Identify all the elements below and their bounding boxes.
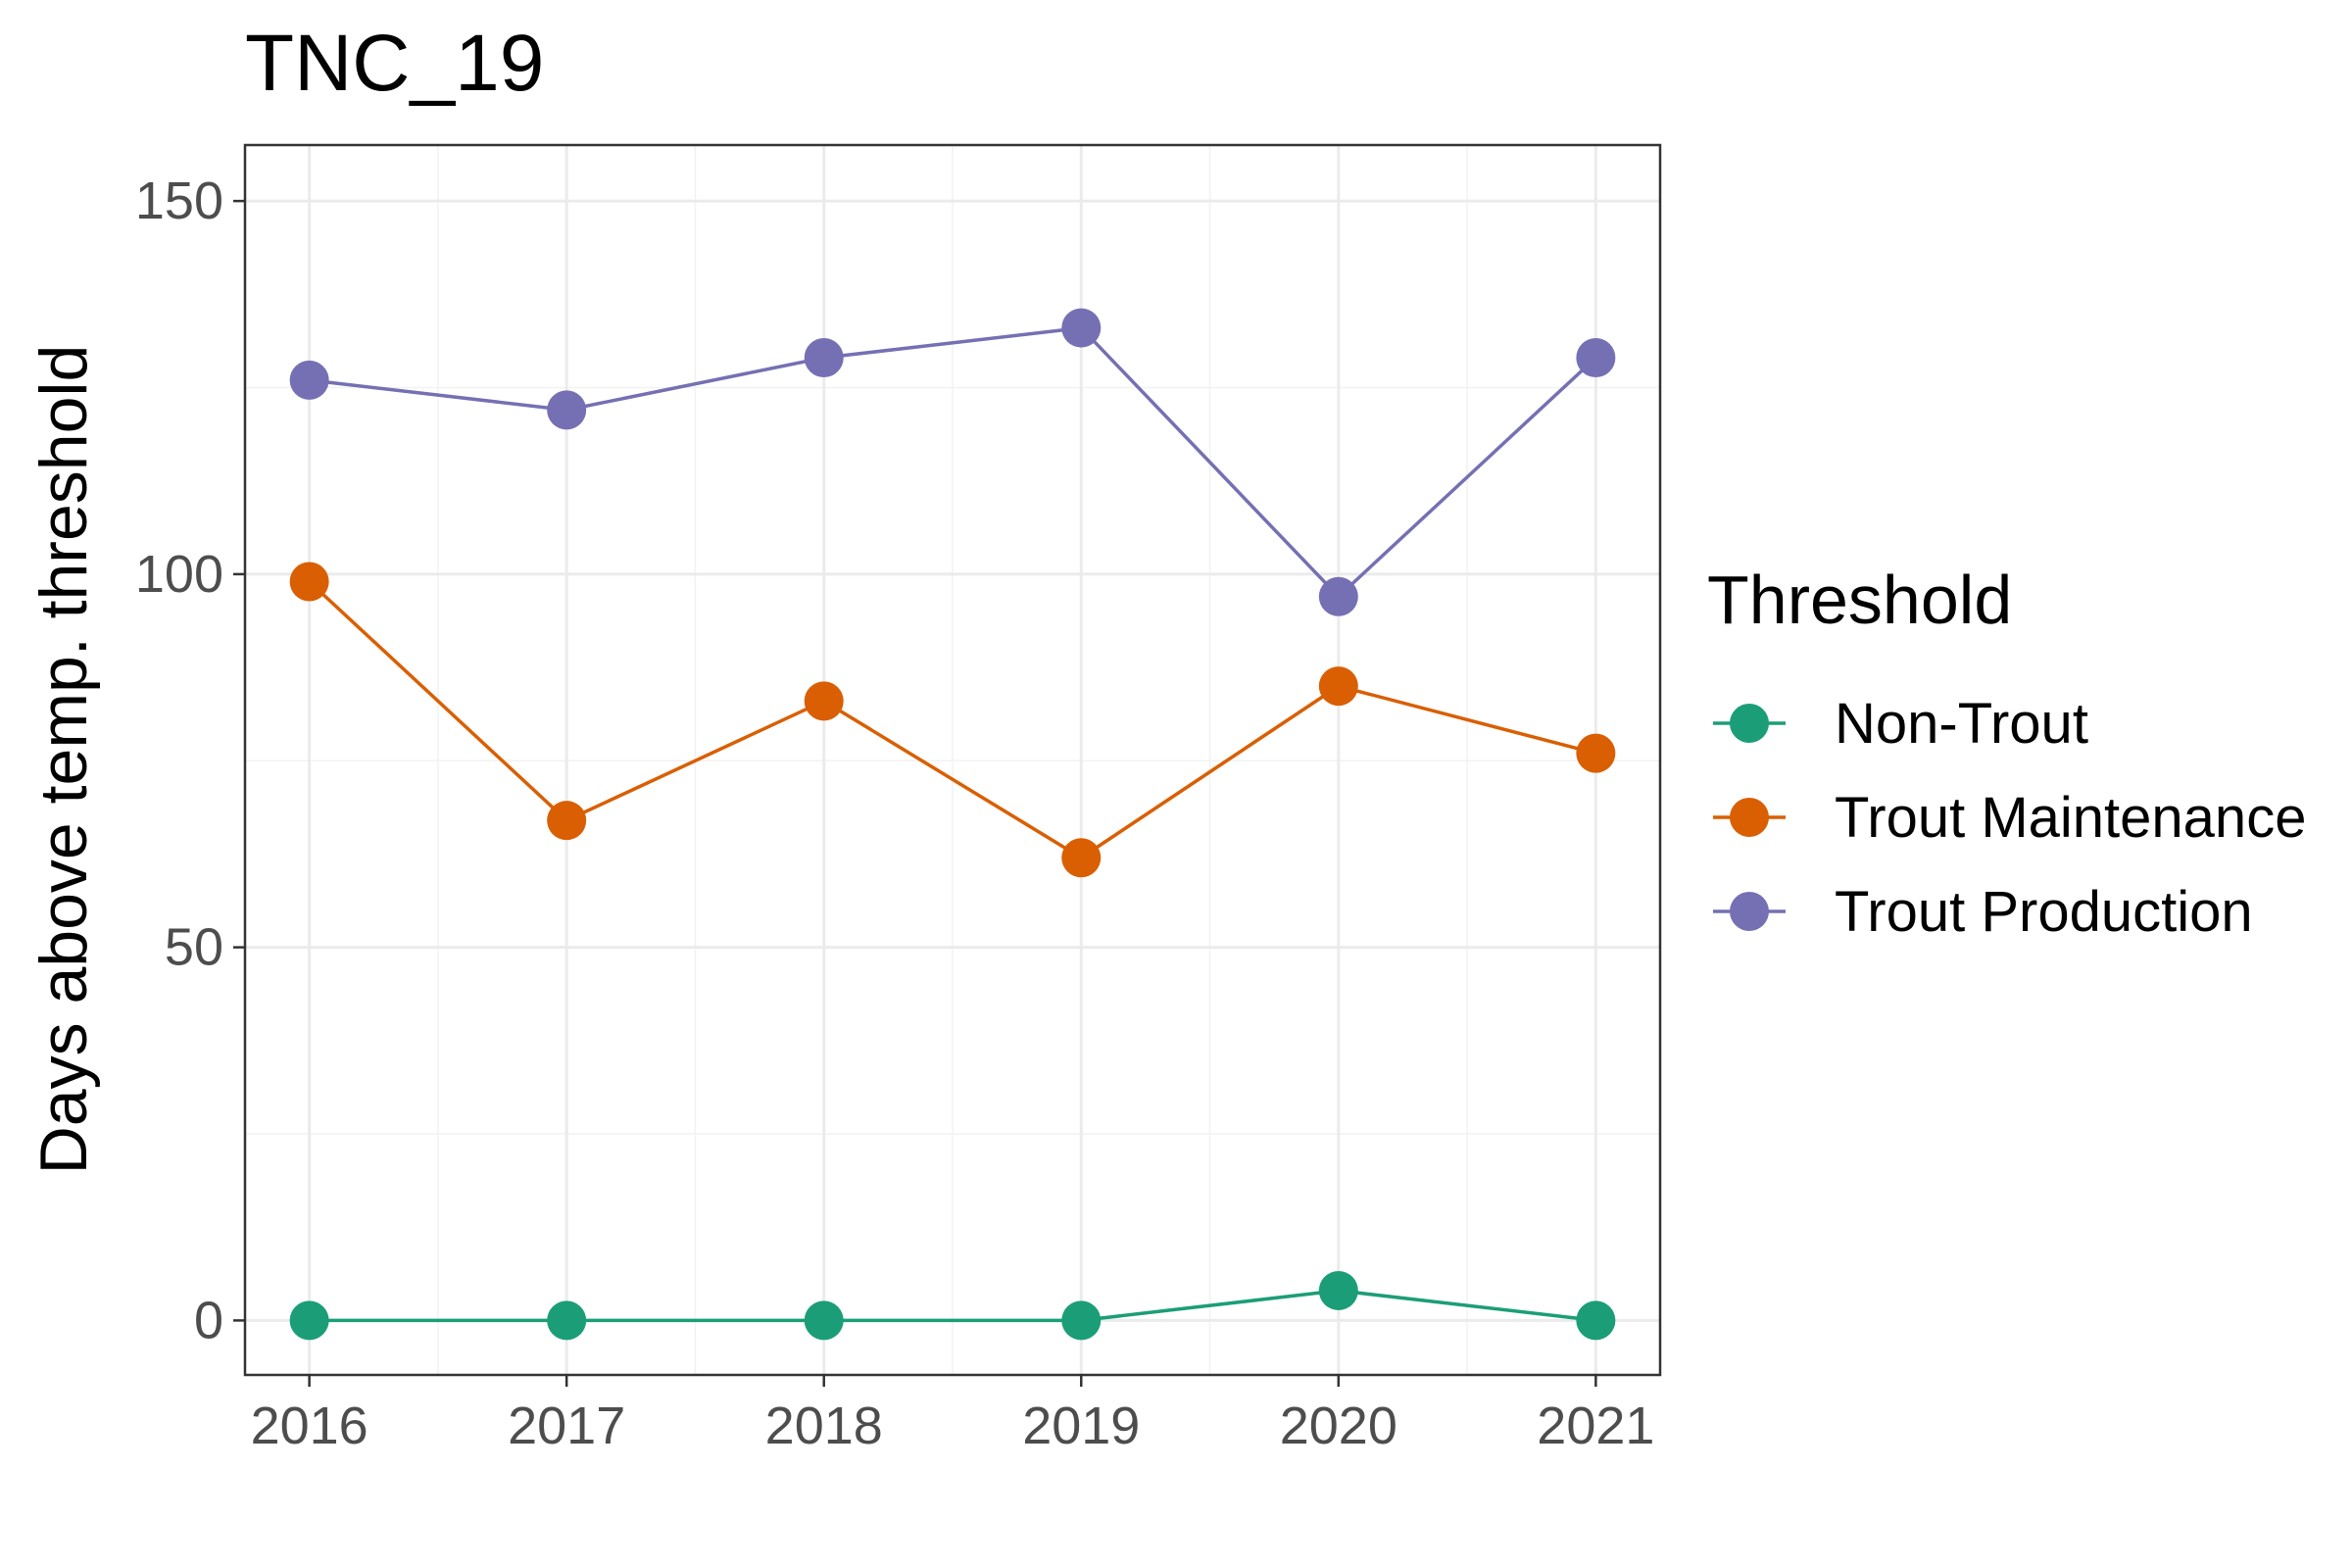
x-tick-label: 2017 xyxy=(508,1396,625,1455)
x-tick-label: 2021 xyxy=(1537,1396,1654,1455)
series-line-non-trout xyxy=(309,1289,1596,1323)
x-tick-label: 2016 xyxy=(251,1396,368,1455)
data-point-non-trout xyxy=(1061,1300,1102,1341)
data-point-trout-maintenance xyxy=(1576,733,1616,773)
series-layer xyxy=(289,308,1616,1341)
legend-label-trout-maintenance: Trout Maintenance xyxy=(1835,786,2306,850)
chart-title: TNC_19 xyxy=(245,19,544,108)
data-point-non-trout xyxy=(1318,1270,1358,1310)
y-tick-label: 50 xyxy=(165,918,223,977)
legend: Threshold Non-Trout Trout Maintenance Trou… xyxy=(1707,562,2306,944)
series-line-trout-production xyxy=(309,325,1597,600)
data-point-trout-maintenance xyxy=(289,562,329,602)
data-point-non-trout xyxy=(289,1300,329,1341)
legend-label-trout-production: Trout Production xyxy=(1835,880,2253,944)
data-point-trout-production xyxy=(289,360,329,400)
data-point-trout-maintenance xyxy=(804,681,844,721)
y-axis-label: Days above temp. threshold xyxy=(26,345,101,1175)
data-point-non-trout xyxy=(804,1300,844,1341)
data-point-trout-production xyxy=(1318,576,1358,616)
y-tick-label: 0 xyxy=(194,1291,223,1349)
x-tick-label: 2019 xyxy=(1022,1396,1140,1455)
legend-key-point-trout-production xyxy=(1730,892,1769,931)
x-tick-label: 2020 xyxy=(1280,1396,1397,1455)
legend-title: Threshold xyxy=(1707,562,2012,638)
data-point-trout-maintenance xyxy=(547,801,587,841)
data-point-trout-production xyxy=(547,390,587,430)
legend-items: Non-Trout Trout Maintenance Trout Producti… xyxy=(1713,692,2306,944)
data-point-trout-maintenance xyxy=(1318,666,1358,707)
data-point-trout-production xyxy=(1061,308,1102,348)
data-point-trout-production xyxy=(1576,338,1616,378)
y-tick-label: 100 xyxy=(135,545,223,604)
data-point-non-trout xyxy=(1576,1300,1616,1341)
data-point-non-trout xyxy=(547,1300,587,1341)
data-point-trout-maintenance xyxy=(1061,838,1102,878)
legend-label-non-trout: Non-Trout xyxy=(1835,692,2088,756)
panel-border xyxy=(243,143,1662,1377)
series-line-trout-maintenance xyxy=(308,580,1596,860)
y-tick-label: 150 xyxy=(135,172,223,230)
x-tick-label: 2018 xyxy=(765,1396,883,1455)
legend-key-point-non-trout xyxy=(1730,704,1769,743)
axes: 0 50 100 150 2016 2017 2018 2019 2020 2021 xyxy=(135,172,1655,1455)
data-point-trout-production xyxy=(804,338,844,378)
legend-key-point-trout-maintenance xyxy=(1730,798,1769,837)
